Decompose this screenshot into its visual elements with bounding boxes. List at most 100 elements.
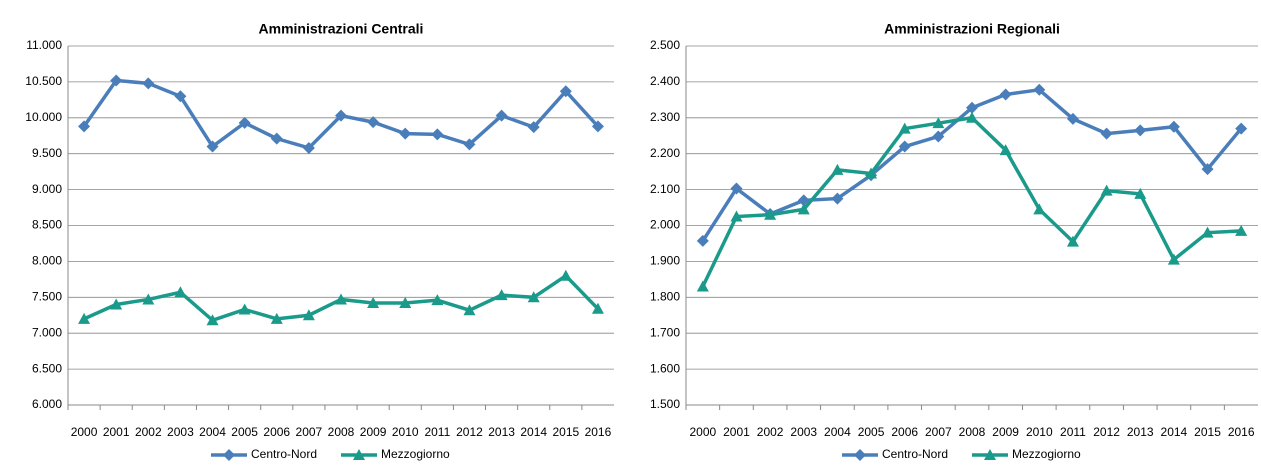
y-tick-label: 7.500 <box>32 289 62 303</box>
x-tick-label: 2016 <box>1228 425 1255 439</box>
marker-diamond <box>78 120 91 133</box>
x-tick-label: 2014 <box>520 425 547 439</box>
marker-diamond <box>854 449 866 461</box>
x-tick-label: 2012 <box>1093 425 1120 439</box>
marker-triangle <box>1235 224 1248 236</box>
marker-triangle <box>78 312 91 324</box>
x-tick-label: 2000 <box>689 425 716 439</box>
x-tick-label: 2012 <box>456 425 483 439</box>
marker-triangle <box>367 297 380 309</box>
marker-diamond <box>1235 122 1248 135</box>
marker-triangle <box>966 111 978 123</box>
x-tick-label: 2016 <box>585 425 612 439</box>
marker-diamond <box>559 85 572 98</box>
y-tick-label: 1.700 <box>650 325 680 339</box>
x-tick-label: 2007 <box>925 425 952 439</box>
marker-triangle <box>353 449 365 460</box>
marker-diamond <box>302 141 315 154</box>
x-tick-label: 2005 <box>231 425 258 439</box>
marker-diamond <box>367 116 380 129</box>
marker-triangle <box>302 309 315 321</box>
y-tick-label: 1.800 <box>650 289 680 303</box>
y-tick-label: 8.500 <box>32 218 62 232</box>
marker-triangle <box>335 293 347 305</box>
y-tick-label: 8.000 <box>32 254 62 268</box>
marker-diamond <box>223 449 235 461</box>
y-tick-label: 2.100 <box>650 182 680 196</box>
marker-diamond <box>142 77 155 90</box>
legend-label: Mezzogiorno <box>381 447 450 461</box>
marker-triangle <box>463 304 476 316</box>
marker-diamond <box>1066 112 1079 125</box>
marker-diamond <box>110 74 123 87</box>
marker-diamond <box>463 138 476 151</box>
legend-label: Mezzogiorno <box>1012 447 1081 461</box>
x-tick-label: 2013 <box>488 425 515 439</box>
marker-triangle <box>1201 226 1214 238</box>
marker-triangle <box>730 210 743 222</box>
x-tick-label: 2008 <box>959 425 986 439</box>
marker-diamond <box>1167 120 1180 133</box>
marker-diamond <box>591 120 604 133</box>
legend-label: Centro-Nord <box>882 447 948 461</box>
marker-triangle <box>206 314 219 326</box>
y-tick-label: 6.000 <box>32 397 62 411</box>
x-tick-label: 2003 <box>167 425 194 439</box>
marker-triangle <box>932 117 945 129</box>
x-tick-label: 2002 <box>135 425 162 439</box>
x-tick-label: 2015 <box>552 425 579 439</box>
marker-diamond <box>1033 83 1046 96</box>
marker-diamond <box>696 234 709 247</box>
marker-triangle <box>238 303 251 315</box>
marker-diamond <box>174 90 187 103</box>
marker-triangle <box>431 294 444 306</box>
marker-triangle <box>495 289 508 301</box>
marker-diamond <box>1134 124 1147 137</box>
marker-triangle <box>865 167 878 179</box>
y-tick-label: 2.200 <box>650 146 680 160</box>
marker-diamond <box>1201 163 1214 176</box>
legend-label: Centro-Nord <box>251 447 317 461</box>
x-tick-label: 2010 <box>1026 425 1053 439</box>
marker-diamond <box>1100 127 1113 140</box>
marker-diamond <box>399 127 412 140</box>
marker-triangle <box>1134 187 1147 199</box>
x-tick-label: 2002 <box>757 425 784 439</box>
x-tick-label: 2003 <box>790 425 817 439</box>
marker-diamond <box>335 109 347 122</box>
marker-diamond <box>238 116 251 129</box>
x-tick-label: 2005 <box>858 425 885 439</box>
y-tick-label: 10.500 <box>25 74 62 88</box>
y-tick-label: 1.600 <box>650 361 680 375</box>
marker-diamond <box>431 128 444 141</box>
marker-diamond <box>999 88 1012 101</box>
marker-triangle <box>527 291 540 303</box>
y-tick-label: 7.000 <box>32 325 62 339</box>
marker-diamond <box>270 132 283 145</box>
marker-triangle <box>1033 203 1046 215</box>
marker-diamond <box>966 101 978 114</box>
x-tick-label: 2004 <box>199 425 226 439</box>
marker-diamond <box>932 130 945 143</box>
y-tick-label: 11.000 <box>26 38 62 52</box>
marker-triangle <box>270 312 283 324</box>
x-tick-label: 2006 <box>263 425 290 439</box>
marker-triangle <box>174 286 187 298</box>
x-tick-label: 2001 <box>103 425 130 439</box>
y-tick-label: 2.500 <box>650 38 680 52</box>
marker-diamond <box>495 109 508 122</box>
x-tick-label: 2008 <box>328 425 355 439</box>
marker-triangle <box>831 163 844 175</box>
y-tick-label: 9.000 <box>32 182 62 196</box>
x-tick-label: 2009 <box>992 425 1019 439</box>
marker-triangle <box>898 122 911 134</box>
y-tick-label: 2.300 <box>650 110 680 124</box>
x-tick-label: 2014 <box>1161 425 1188 439</box>
x-tick-label: 2010 <box>392 425 419 439</box>
x-tick-label: 2001 <box>723 425 750 439</box>
y-tick-label: 10.000 <box>25 110 62 124</box>
marker-diamond <box>527 121 540 134</box>
marker-triangle <box>110 298 123 310</box>
